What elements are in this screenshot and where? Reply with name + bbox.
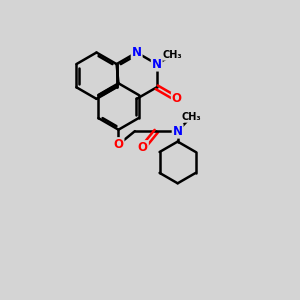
Text: CH₃: CH₃	[181, 112, 201, 122]
Text: O: O	[113, 138, 124, 151]
Text: N: N	[152, 58, 162, 70]
Text: O: O	[138, 141, 148, 154]
Text: N: N	[132, 46, 142, 59]
Text: N: N	[172, 125, 183, 138]
Text: CH₃: CH₃	[163, 50, 183, 60]
Text: O: O	[172, 92, 182, 105]
